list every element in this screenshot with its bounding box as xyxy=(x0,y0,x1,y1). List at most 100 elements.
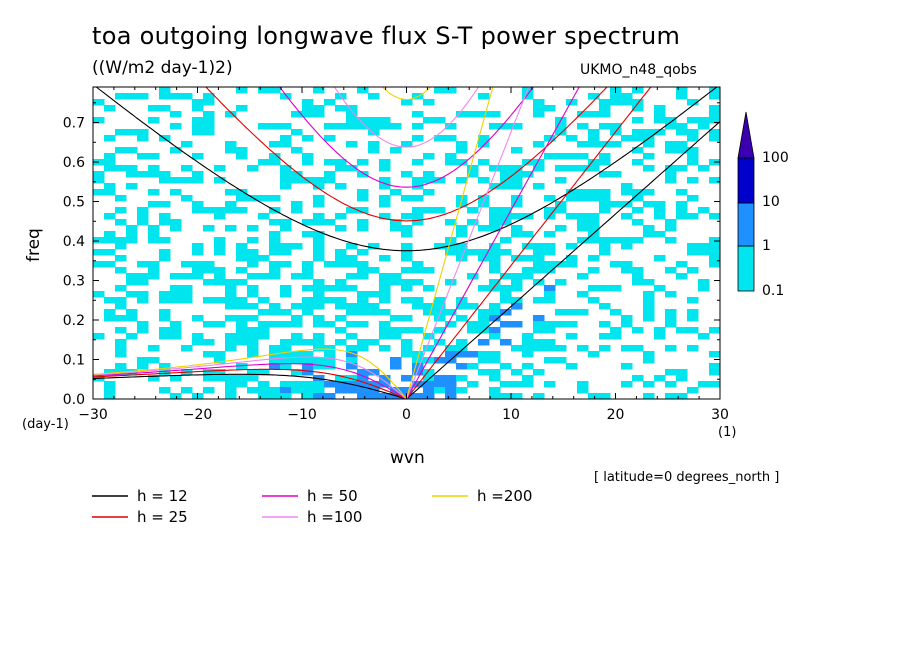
power-cell xyxy=(236,375,248,382)
power-cell xyxy=(313,231,325,238)
power-cell xyxy=(291,207,303,214)
power-cell xyxy=(313,315,325,322)
power-cell xyxy=(346,243,358,250)
power-cell xyxy=(137,135,149,142)
power-cell xyxy=(148,189,160,196)
power-cell xyxy=(621,237,633,244)
power-cell xyxy=(709,105,720,112)
power-cell xyxy=(258,87,270,94)
power-cell xyxy=(159,105,171,112)
power-cell xyxy=(511,273,523,280)
power-cell xyxy=(588,189,600,196)
power-cell xyxy=(467,363,479,370)
power-cell xyxy=(390,123,402,130)
power-cell xyxy=(379,165,391,172)
power-cell xyxy=(192,99,204,106)
dispersion-curve xyxy=(405,87,530,399)
power-cell xyxy=(621,135,633,142)
power-cell xyxy=(236,267,248,274)
power-cell xyxy=(511,279,523,286)
power-cell xyxy=(489,267,501,274)
power-cell xyxy=(269,87,281,94)
power-cell xyxy=(357,189,369,196)
power-cell xyxy=(137,93,149,100)
power-cell xyxy=(555,207,567,214)
power-cell xyxy=(390,219,402,226)
power-cell xyxy=(445,387,457,394)
power-cell xyxy=(511,345,523,352)
power-cell xyxy=(357,195,369,202)
power-cell xyxy=(599,195,611,202)
power-cell xyxy=(401,231,413,238)
power-cell xyxy=(434,309,446,316)
power-cell xyxy=(665,117,677,124)
power-cell xyxy=(225,393,237,399)
power-cell xyxy=(225,291,237,298)
power-cell xyxy=(280,177,292,184)
power-cell xyxy=(511,381,523,388)
power-cell xyxy=(192,177,204,184)
power-cell xyxy=(335,285,347,292)
dispersion-curve xyxy=(381,87,432,100)
power-cell xyxy=(192,105,204,112)
power-cell xyxy=(192,243,204,250)
power-cell xyxy=(610,99,622,106)
power-cell xyxy=(709,177,720,184)
power-cell xyxy=(346,351,358,358)
power-cell xyxy=(335,105,347,112)
power-cell xyxy=(324,177,336,184)
power-cell xyxy=(577,165,589,172)
power-cell xyxy=(104,189,116,196)
power-cell xyxy=(478,255,490,262)
power-cell xyxy=(357,249,369,256)
power-cell xyxy=(709,93,720,100)
power-cell xyxy=(115,255,127,262)
power-cell xyxy=(423,285,435,292)
power-cell xyxy=(302,393,314,399)
power-cell xyxy=(181,261,193,268)
power-cell xyxy=(632,135,644,142)
power-cell xyxy=(610,201,622,208)
x-axis-label: wvn xyxy=(390,448,425,468)
power-cell xyxy=(269,309,281,316)
power-cell xyxy=(676,123,688,130)
power-cell xyxy=(335,327,347,334)
power-cell xyxy=(313,333,325,340)
power-cell xyxy=(214,243,226,250)
power-cell xyxy=(258,387,270,394)
power-cell xyxy=(632,99,644,106)
power-cell xyxy=(445,279,457,286)
power-cell xyxy=(665,177,677,184)
power-cell xyxy=(511,225,523,232)
power-cell xyxy=(346,303,358,310)
power-cell xyxy=(159,309,171,316)
power-cell xyxy=(577,195,589,202)
power-cell xyxy=(170,327,182,334)
power-cell xyxy=(500,381,512,388)
power-cell xyxy=(445,243,457,250)
power-cell xyxy=(544,291,556,298)
power-cell xyxy=(192,207,204,214)
power-cell xyxy=(93,249,105,256)
power-cell xyxy=(522,333,534,340)
power-cell xyxy=(291,357,303,364)
power-cell xyxy=(456,159,468,166)
power-cell xyxy=(522,267,534,274)
power-cell xyxy=(588,111,600,118)
power-cell xyxy=(500,309,512,316)
power-cell xyxy=(445,345,457,352)
legend-label: h = 50 xyxy=(307,487,358,505)
power-cell xyxy=(709,381,720,388)
power-cell xyxy=(687,195,699,202)
power-cell xyxy=(412,207,424,214)
power-cell xyxy=(500,237,512,244)
power-cell xyxy=(687,159,699,166)
power-cell xyxy=(280,357,292,364)
power-cell xyxy=(489,303,501,310)
power-cell xyxy=(555,165,567,172)
power-cell xyxy=(115,303,127,310)
power-cell xyxy=(478,351,490,358)
power-cell xyxy=(577,111,589,118)
power-cell xyxy=(610,333,622,340)
power-cell xyxy=(137,327,149,334)
